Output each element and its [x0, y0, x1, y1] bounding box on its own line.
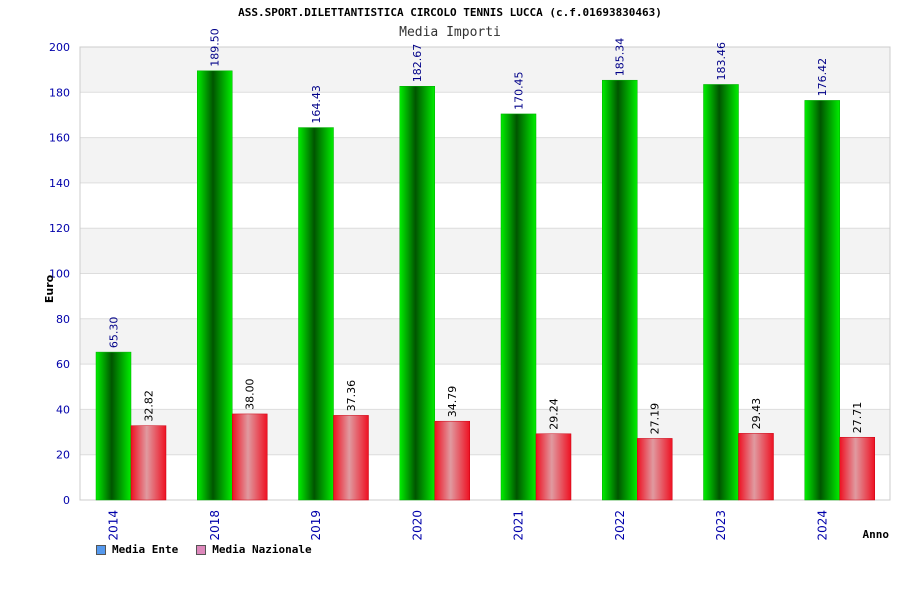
x-tick-label: 2019 [309, 510, 323, 541]
y-axis-label: Euro [43, 274, 56, 303]
legend-item-media-nazionale: Media Nazionale [196, 543, 312, 556]
x-tick-label: 2023 [714, 510, 728, 541]
x-tick-label: 2024 [815, 510, 829, 541]
data-label: 29.43 [750, 398, 763, 430]
data-label: 27.19 [649, 403, 662, 435]
data-label: 32.82 [143, 390, 156, 422]
y-tick-label: 60 [56, 358, 70, 371]
x-tick-label: 2021 [512, 510, 526, 541]
bar [197, 70, 233, 501]
x-tick-labels: 2014 2018 2019 2020 2021 2022 2023 2024 [107, 510, 830, 541]
x-axis-label: Anno [863, 528, 890, 541]
bar [703, 84, 739, 501]
bar [232, 413, 268, 501]
y-tick-label: 100 [49, 268, 70, 281]
bar [130, 425, 167, 501]
bar [804, 100, 840, 501]
legend-swatch-icon [96, 544, 106, 555]
data-label: 185.34 [614, 38, 627, 77]
bar [535, 433, 572, 501]
data-label: 27.71 [851, 402, 864, 434]
bar [434, 420, 470, 501]
chart-subtitle: Media Importi [399, 25, 501, 40]
y-tick-label: 80 [56, 313, 70, 326]
bar [333, 415, 369, 501]
bar [399, 86, 435, 501]
data-label: 34.79 [446, 386, 459, 418]
bar [298, 127, 334, 501]
x-tick-label: 2022 [613, 510, 627, 541]
plot-frame [79, 46, 891, 501]
bar [95, 351, 132, 501]
y-tick-label: 200 [49, 41, 70, 54]
y-tick-label: 160 [49, 132, 70, 145]
data-label: 65.30 [108, 317, 121, 349]
x-tick-label: 2018 [208, 510, 222, 541]
legend: Media Ente Media Nazionale [96, 543, 312, 556]
y-tick-labels: 0 20 40 60 80 100 120 140 160 180 200 [49, 41, 70, 507]
chart-title: ASS.SPORT.DILETTANTISTICA CIRCOLO TENNIS… [238, 6, 662, 19]
bar [738, 433, 774, 501]
y-tick-label: 120 [49, 222, 70, 235]
legend-item-media-ente: Media Ente [96, 543, 178, 556]
bars: 65.30 32.82 189.50 38.00 164.43 37.36 182.67 34… [95, 28, 875, 501]
bar [500, 113, 537, 501]
data-label: 182.67 [411, 44, 424, 83]
bar [602, 79, 638, 501]
data-label: 29.24 [548, 398, 561, 430]
legend-label: Media Ente [112, 543, 179, 556]
bar [637, 438, 673, 501]
data-label: 164.43 [310, 85, 323, 124]
y-tick-label: 140 [49, 177, 70, 190]
data-label: 183.46 [715, 42, 728, 81]
legend-swatch-icon [196, 544, 207, 555]
y-tick-label: 180 [49, 86, 70, 99]
y-tick-label: 20 [56, 449, 70, 462]
y-tick-label: 40 [56, 403, 70, 416]
x-tick-label: 2020 [410, 510, 424, 541]
x-tick-label: 2014 [107, 510, 121, 541]
data-label: 37.36 [345, 380, 358, 412]
y-tick-label: 0 [63, 494, 70, 507]
bar [839, 436, 875, 501]
data-label: 170.45 [513, 71, 526, 110]
data-label: 38.00 [244, 378, 257, 410]
data-label: 189.50 [209, 28, 222, 67]
data-label: 176.42 [816, 58, 829, 97]
legend-label: Media Nazionale [212, 543, 312, 556]
